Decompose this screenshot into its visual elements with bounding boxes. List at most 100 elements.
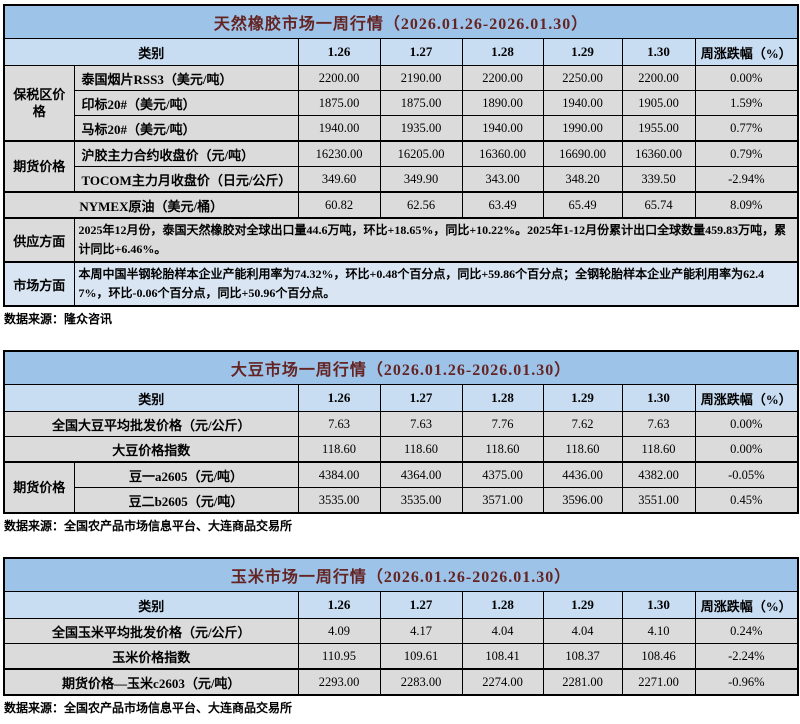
cell-value: 3535.00 <box>379 487 463 514</box>
row-label: 印标20#（美元/吨） <box>73 90 299 116</box>
cell-value: 16360.00 <box>621 140 696 167</box>
cell-value: 108.37 <box>542 643 623 670</box>
cell-value: 349.90 <box>379 166 463 193</box>
cell-value: 60.82 <box>297 191 381 219</box>
corn-market-table: 玉米市场一周行情（2026.01.26-2026.01.30） 类别 1.26 … <box>3 557 800 696</box>
col-header-date: 1.26 <box>297 384 381 412</box>
soybean-market-table: 大豆市场一周行情（2026.01.26-2026.01.30） 类别 1.26 … <box>3 350 800 514</box>
table-title: 玉米市场一周行情（2026.01.26-2026.01.30） <box>3 557 799 592</box>
cell-value: 4436.00 <box>542 461 623 488</box>
row-label: 豆一a2605（元/吨） <box>73 461 299 488</box>
col-header-category: 类别 <box>3 38 299 66</box>
cell-value: 62.56 <box>379 191 463 219</box>
cell-value: 4.17 <box>379 618 463 644</box>
cell-value: 118.60 <box>379 436 463 463</box>
cell-value: 4384.00 <box>297 461 381 488</box>
row-label: 全国玉米平均批发价格（元/公斤） <box>3 618 299 644</box>
row-label: NYMEX原油（美元/桶） <box>3 191 299 219</box>
col-header-category: 类别 <box>3 384 299 412</box>
cell-value: 1940.00 <box>297 115 381 142</box>
cell-value: 65.74 <box>621 191 696 219</box>
cell-value: 1990.00 <box>542 115 623 142</box>
data-source: 数据来源：全国农产品市场信息平台、大连商品交易所 <box>4 519 293 533</box>
row-group-label: 保税区价格 <box>3 65 75 142</box>
cell-value: 118.60 <box>461 436 544 463</box>
col-header-date: 1.29 <box>542 384 623 412</box>
col-header-date: 1.27 <box>379 591 463 619</box>
cell-value: 2250.00 <box>542 65 623 91</box>
col-header-date: 1.26 <box>297 38 381 66</box>
cell-value: 7.62 <box>542 411 623 437</box>
cell-value: 1940.00 <box>542 90 623 116</box>
cell-weekly-change: 0.79% <box>694 140 799 167</box>
cell-value: 118.60 <box>621 436 696 463</box>
cell-value: 16205.00 <box>379 140 463 167</box>
cell-value: 118.60 <box>297 436 381 463</box>
cell-value: 4375.00 <box>461 461 544 488</box>
col-header-weekly-change: 周涨跌幅（%） <box>694 384 799 412</box>
row-label: 大豆价格指数 <box>3 436 299 463</box>
cell-value: 108.46 <box>621 643 696 670</box>
cell-value: 1875.00 <box>297 90 381 116</box>
col-header-category: 类别 <box>3 591 299 619</box>
table-title: 天然橡胶市场一周行情（2026.01.26-2026.01.30） <box>3 4 799 39</box>
cell-weekly-change: 0.00% <box>694 436 799 463</box>
cell-value: 110.95 <box>297 643 381 670</box>
row-group-label: 期货价格 <box>3 140 75 193</box>
cell-weekly-change: -2.94% <box>694 166 799 193</box>
cell-weekly-change: -0.05% <box>694 461 799 488</box>
cell-value: 7.63 <box>379 411 463 437</box>
cell-value: 2200.00 <box>621 65 696 91</box>
cell-value: 7.63 <box>297 411 381 437</box>
col-header-date: 1.30 <box>621 38 696 66</box>
cell-value: 1935.00 <box>379 115 463 142</box>
data-source: 数据来源：全国农产品市场信息平台、大连商品交易所 <box>4 701 293 715</box>
row-label: 全国大豆平均批发价格（元/公斤） <box>3 411 299 437</box>
rubber-market-table: 天然橡胶市场一周行情（2026.01.26-2026.01.30） 类别 1.2… <box>3 4 800 307</box>
cell-value: 65.49 <box>542 191 623 219</box>
cell-value: 108.41 <box>461 643 544 670</box>
cell-value: 1940.00 <box>461 115 544 142</box>
cell-weekly-change: 0.00% <box>694 411 799 437</box>
cell-weekly-change: 1.59% <box>694 90 799 116</box>
cell-value: 3571.00 <box>461 487 544 514</box>
cell-value: 4.09 <box>297 618 381 644</box>
col-header-weekly-change: 周涨跌幅（%） <box>694 38 799 66</box>
cell-weekly-change: 0.45% <box>694 487 799 514</box>
cell-weekly-change: 8.09% <box>694 191 799 219</box>
row-group-label: 期货价格 <box>3 461 75 514</box>
cell-value: 16230.00 <box>297 140 381 167</box>
note-label-market: 市场方面 <box>3 261 75 307</box>
col-header-date: 1.30 <box>621 591 696 619</box>
cell-value: 1875.00 <box>379 90 463 116</box>
row-label: 马标20#（美元/吨） <box>73 115 299 142</box>
cell-value: 7.76 <box>461 411 544 437</box>
row-label: 豆二b2605（元/吨） <box>73 487 299 514</box>
col-header-weekly-change: 周涨跌幅（%） <box>694 591 799 619</box>
note-text-supply: 2025年12月份，泰国天然橡胶对全球出口量44.6万吨，环比+18.65%，同… <box>73 217 799 263</box>
table-title: 大豆市场一周行情（2026.01.26-2026.01.30） <box>3 350 799 385</box>
cell-value: 2200.00 <box>461 65 544 91</box>
cell-value: 7.63 <box>621 411 696 437</box>
cell-value: 2200.00 <box>297 65 381 91</box>
cell-value: 4364.00 <box>379 461 463 488</box>
cell-value: 1905.00 <box>621 90 696 116</box>
note-text-market: 本周中国半钢轮胎样本企业产能利用率为74.32%，环比+0.48个百分点，同比+… <box>73 261 799 307</box>
cell-value: 16360.00 <box>461 140 544 167</box>
row-label: TOCOM主力月收盘价（日元/公斤） <box>73 166 299 193</box>
cell-weekly-change: -2.24% <box>694 643 799 670</box>
cell-value: 4.10 <box>621 618 696 644</box>
cell-value: 4.04 <box>542 618 623 644</box>
note-label-supply: 供应方面 <box>3 217 75 263</box>
col-header-date: 1.28 <box>461 591 544 619</box>
cell-value: 339.50 <box>621 166 696 193</box>
cell-weekly-change: 0.77% <box>694 115 799 142</box>
col-header-date: 1.29 <box>542 38 623 66</box>
cell-value: 3551.00 <box>621 487 696 514</box>
cell-value: 16690.00 <box>542 140 623 167</box>
col-header-date: 1.28 <box>461 384 544 412</box>
cell-value: 348.20 <box>542 166 623 193</box>
cell-value: 4382.00 <box>621 461 696 488</box>
cell-value: 109.61 <box>379 643 463 670</box>
